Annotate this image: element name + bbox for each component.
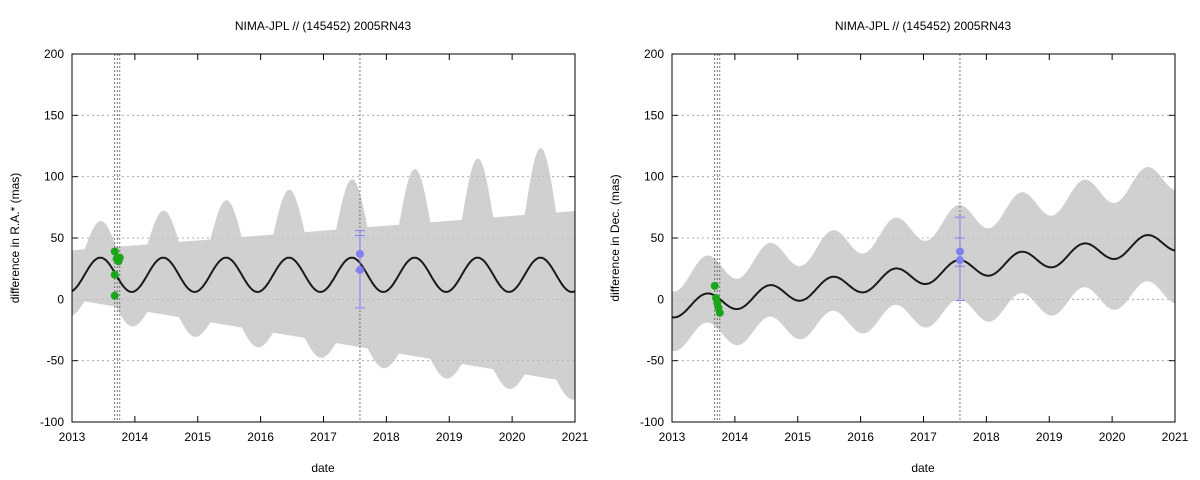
data-point-blue	[955, 256, 964, 265]
data-point-green	[710, 281, 719, 290]
x-tick-label: 2013	[659, 430, 686, 444]
y-tick-label: 100	[644, 170, 664, 184]
y-tick-label: 150	[44, 108, 64, 122]
y-tick-label: 50	[51, 231, 65, 245]
y-tick-label: -50	[647, 354, 665, 368]
data-point-green	[110, 247, 119, 256]
x-tick-label: 2015	[184, 430, 211, 444]
x-tick-label: 2014	[122, 430, 149, 444]
uncertainty-band	[672, 167, 1175, 352]
y-tick-label: 200	[44, 47, 64, 61]
y-tick-label: 100	[44, 170, 64, 184]
y-tick-label: 150	[644, 108, 664, 122]
y-tick-label: 200	[644, 47, 664, 61]
uncertainty-band	[72, 148, 575, 400]
y-axis-label: difference in Dec. (mas)	[608, 174, 622, 301]
x-axis-label: date	[311, 461, 335, 475]
x-tick-label: 2016	[247, 430, 274, 444]
x-tick-label: 2017	[910, 430, 937, 444]
chart-dec: NIMA-JPL // (145452) 2005RN43 date diffe…	[608, 19, 1189, 475]
y-tick-label: -100	[640, 415, 664, 429]
y-tick-label: -100	[40, 415, 64, 429]
chart-title: NIMA-JPL // (145452) 2005RN43	[235, 19, 412, 33]
x-tick-label: 2014	[722, 430, 749, 444]
x-tick-label: 2015	[784, 430, 811, 444]
chart-ra: NIMA-JPL // (145452) 2005RN43 date diffe…	[8, 19, 589, 475]
x-tick-label: 2021	[562, 430, 589, 444]
y-tick-label: 0	[657, 292, 664, 306]
x-tick-label: 2019	[1036, 430, 1063, 444]
plot-frame	[71, 53, 576, 423]
x-axis-label: date	[911, 461, 935, 475]
ephemeris-curve	[71, 256, 576, 293]
data-point-green	[110, 291, 119, 300]
x-tick-label: 2019	[436, 430, 463, 444]
data-point-blue	[355, 265, 364, 274]
x-tick-label: 2021	[1162, 430, 1189, 444]
y-tick-label: -50	[47, 354, 65, 368]
x-tick-label: 2016	[847, 430, 874, 444]
y-tick-label: 50	[651, 231, 665, 245]
x-tick-label: 2017	[310, 430, 337, 444]
x-tick-label: 2020	[1099, 430, 1126, 444]
ephemeris-curve	[671, 234, 1176, 319]
x-tick-label: 2018	[373, 430, 400, 444]
x-tick-label: 2020	[499, 430, 526, 444]
x-tick-label: 2018	[973, 430, 1000, 444]
plot-frame	[671, 53, 1176, 423]
data-point-green	[115, 253, 124, 262]
y-tick-label: 0	[57, 292, 64, 306]
data-point-green	[715, 308, 724, 317]
x-tick-label: 2013	[59, 430, 86, 444]
chart-title: NIMA-JPL // (145452) 2005RN43	[835, 19, 1012, 33]
data-point-green	[110, 270, 119, 279]
y-axis-label: difference in R.A.* (mas)	[8, 173, 22, 304]
